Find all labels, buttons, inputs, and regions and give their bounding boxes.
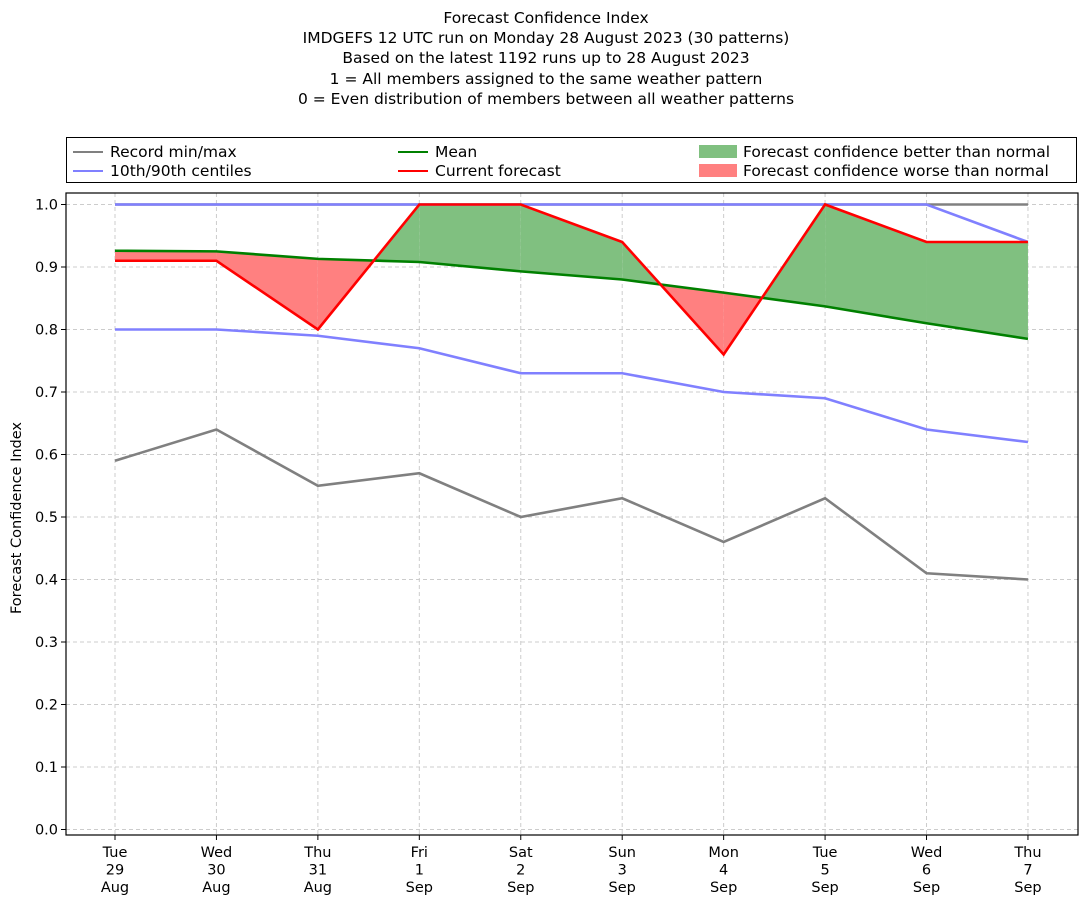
- x-tick-label: Aug: [304, 880, 332, 896]
- title-line-3: Based on the latest 1192 runs up to 28 A…: [342, 49, 750, 68]
- legend-label-better: Forecast confidence better than normal: [743, 143, 1051, 161]
- y-tick-label: 0.3: [35, 635, 58, 651]
- x-tick-label: 5: [820, 863, 829, 879]
- x-tick-label: 29: [106, 863, 124, 879]
- x-tick-label: Thu: [303, 845, 331, 861]
- y-tick-label: 1.0: [35, 198, 58, 214]
- x-tick-label: Fri: [411, 845, 428, 861]
- y-axis-label: Forecast Confidence Index: [9, 421, 25, 615]
- chart-legend: Record min/max 10th/90th centiles Mean C…: [66, 137, 1077, 183]
- x-tick-label: 3: [618, 863, 627, 879]
- legend-label-mean: Mean: [435, 143, 478, 161]
- x-tick-label: Sat: [509, 845, 533, 861]
- legend-label-worse: Forecast confidence worse than normal: [743, 162, 1049, 180]
- y-tick-label: 0.8: [35, 323, 58, 339]
- series-90th-centile: [115, 203, 1029, 244]
- legend-swatch-record: [73, 151, 103, 153]
- x-tick-label: 31: [309, 863, 327, 879]
- x-tick-label: Sep: [811, 880, 838, 896]
- x-tick-label: 2: [516, 863, 525, 879]
- x-tick-label: 4: [719, 863, 728, 879]
- fill-better-than-normal: [926, 242, 1028, 339]
- y-tick-label: 0.7: [35, 385, 58, 401]
- x-tick-label: Sep: [609, 880, 636, 896]
- fill-better-than-normal: [520, 204, 623, 280]
- legend-swatch-better: [699, 145, 737, 158]
- series-record-min: [114, 428, 1029, 581]
- x-tick-label: Thu: [1013, 845, 1041, 861]
- fill-worse-than-normal: [115, 250, 217, 261]
- title-line-5: 0 = Even distribution of members between…: [297, 89, 795, 108]
- fill-better-than-normal: [419, 204, 521, 272]
- y-tick-label: 0.4: [35, 573, 58, 589]
- x-tick-label: 6: [922, 863, 931, 879]
- y-tick-label: 0.2: [35, 698, 58, 714]
- x-tick-label: 30: [207, 863, 225, 879]
- fill-better-than-normal: [825, 204, 927, 324]
- x-tick-label: Aug: [202, 880, 230, 896]
- x-tick-label: 1: [415, 863, 424, 879]
- x-tick-label: Mon: [708, 845, 739, 861]
- x-tick-label: Sep: [710, 880, 737, 896]
- legend-label-current: Current forecast: [435, 162, 561, 180]
- x-tick-label: 7: [1023, 863, 1032, 879]
- y-tick-label: 0.5: [35, 510, 58, 526]
- title-line-4: 1 = All members assigned to the same wea…: [329, 69, 763, 88]
- legend-label-record: Record min/max: [110, 143, 237, 161]
- legend-label-centiles: 10th/90th centiles: [110, 162, 252, 180]
- fill-worse-than-normal: [216, 251, 318, 330]
- x-tick-label: Sep: [1014, 880, 1041, 896]
- y-tick-label: 0.9: [35, 260, 58, 276]
- series-10th-centile: [115, 328, 1029, 444]
- legend-swatch-current: [398, 170, 428, 172]
- title-line-2: IMDGEFS 12 UTC run on Monday 28 August 2…: [302, 29, 790, 48]
- x-tick-label: Sep: [507, 880, 534, 896]
- legend-swatch-mean: [398, 151, 428, 153]
- series-mean: [114, 249, 1029, 341]
- x-tick-label: Tue: [812, 845, 838, 861]
- y-tick-label: 0.6: [35, 448, 58, 464]
- x-tick-label: Wed: [201, 845, 233, 861]
- x-tick-label: Tue: [102, 845, 128, 861]
- series-current-forecast: [115, 202, 1028, 357]
- plot-frame: [65, 192, 1079, 836]
- legend-swatch-worse: [699, 164, 737, 177]
- y-tick-label: 0.0: [35, 823, 58, 839]
- x-tick-label: Aug: [101, 880, 129, 896]
- title-line-1: Forecast Confidence Index: [443, 9, 649, 27]
- x-tick-label: Sun: [608, 845, 636, 861]
- x-tick-label: Wed: [911, 845, 943, 861]
- x-tick-label: Sep: [406, 880, 433, 896]
- x-tick-label: Sep: [913, 880, 940, 896]
- legend-swatch-centiles: [73, 170, 103, 172]
- chart-title: Forecast Confidence Index IMDGEFS 12 UTC…: [0, 8, 1092, 109]
- y-tick-label: 0.1: [35, 760, 58, 776]
